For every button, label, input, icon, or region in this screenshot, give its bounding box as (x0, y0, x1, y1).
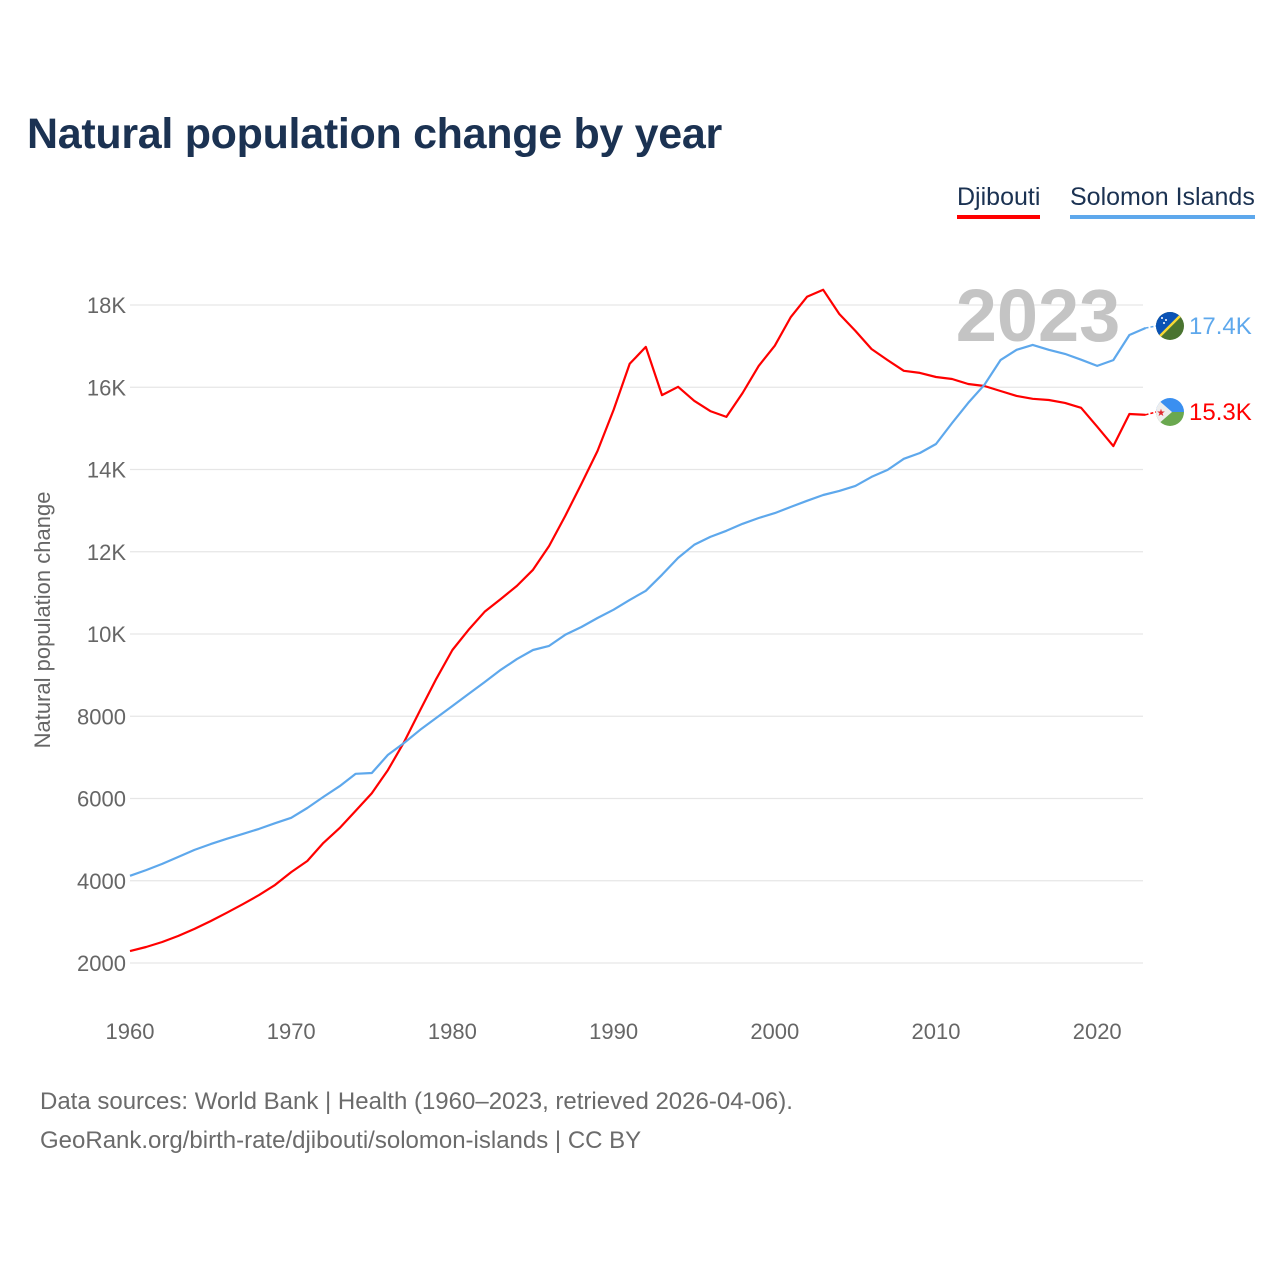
y-tick-label: 18K (87, 293, 126, 318)
x-tick-label: 2010 (912, 1019, 961, 1044)
solomon-islands-flag-icon (1156, 312, 1184, 340)
x-tick-label: 1960 (106, 1019, 155, 1044)
footer-attribution[interactable]: GeoRank.org/birth-rate/djibouti/solomon-… (40, 1127, 642, 1154)
y-tick-label: 2000 (77, 951, 126, 976)
y-tick-label: 16K (87, 375, 126, 400)
x-tick-label: 2020 (1073, 1019, 1122, 1044)
x-tick-label: 1990 (589, 1019, 638, 1044)
y-tick-label: 10K (87, 622, 126, 647)
end-label-djibouti: 15.3K (1189, 399, 1252, 426)
y-tick-label: 8000 (77, 704, 126, 729)
y-axis-label: Natural population change (30, 492, 55, 749)
footer-sources: Data sources: World Bank | Health (1960–… (40, 1088, 793, 1115)
y-tick-label: 6000 (77, 787, 126, 812)
legend-item-solomon-islands[interactable]: Solomon Islands (1070, 183, 1255, 219)
end-connector (1145, 325, 1157, 329)
y-tick-label: 4000 (77, 869, 126, 894)
x-tick-label: 1970 (267, 1019, 316, 1044)
djibouti-flag-icon: ★ (1156, 398, 1184, 426)
series-line-solomon-islands[interactable] (129, 326, 1147, 877)
y-tick-label: 14K (87, 458, 126, 483)
svg-text:★: ★ (1157, 408, 1166, 419)
series-line-djibouti[interactable] (129, 288, 1146, 953)
x-tick-label: 2000 (750, 1019, 799, 1044)
end-label-solomon-islands: 17.4K (1189, 313, 1252, 340)
chart-title: Natural population change by year (27, 110, 722, 158)
y-tick-label: 12K (87, 540, 126, 565)
year-badge: 2023 (956, 274, 1121, 357)
x-tick-label: 1980 (428, 1019, 477, 1044)
legend-item-djibouti[interactable]: Djibouti (957, 183, 1041, 219)
end-connector (1145, 411, 1157, 416)
